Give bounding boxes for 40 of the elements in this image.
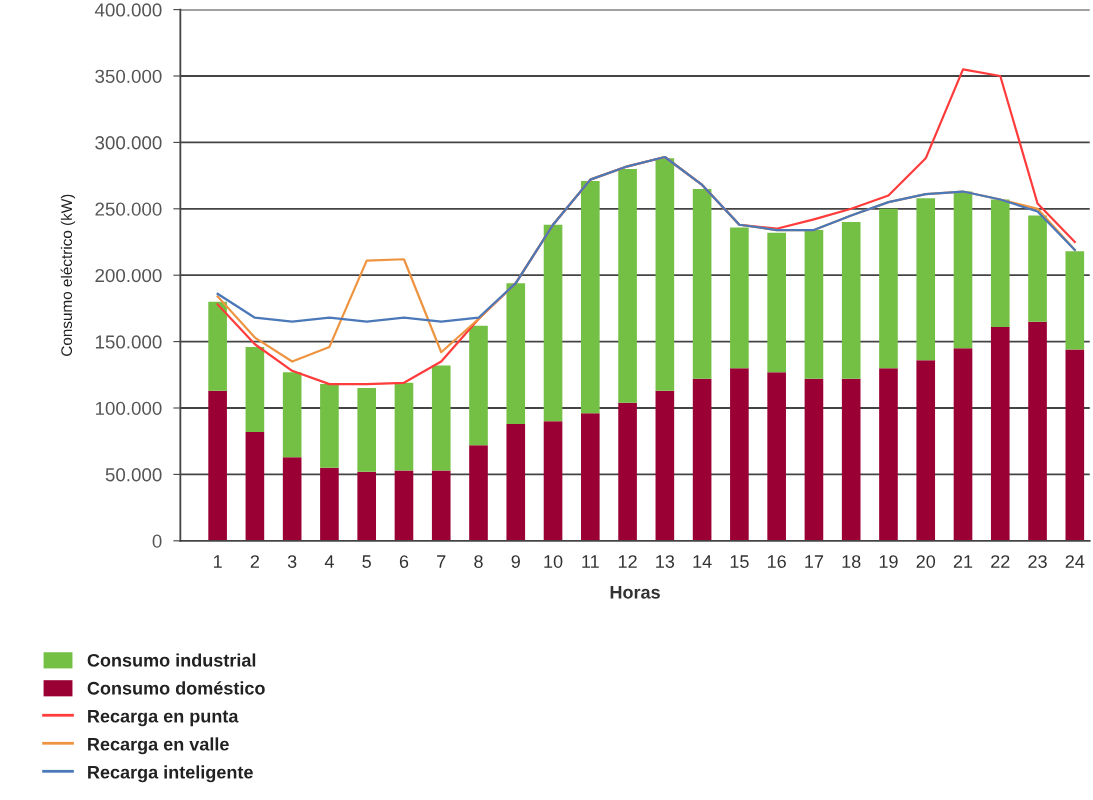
y-tick-label: 100.000 — [95, 401, 162, 415]
x-tick-label: 22 — [991, 555, 1010, 568]
x-tick-label: 13 — [656, 555, 675, 568]
legend-label: Recarga inteligente — [88, 765, 253, 783]
x-tick-label: 21 — [953, 555, 973, 568]
y-tick-label: 200.000 — [95, 268, 162, 283]
y-tick-label: 150.000 — [95, 335, 162, 349]
x-tick-label: 12 — [618, 555, 637, 568]
x-tick-label: 4 — [324, 555, 334, 568]
x-tick-label: 15 — [730, 555, 749, 568]
y-tick-label: 50.000 — [105, 468, 162, 482]
x-tick-label: 10 — [544, 555, 563, 568]
x-tick-label: 16 — [767, 555, 786, 568]
x-tick-label: 9 — [511, 555, 520, 568]
x-axis-title: Horas — [610, 586, 660, 599]
y-tick-label: 0 — [152, 534, 162, 548]
x-tick-label: 3 — [287, 555, 297, 568]
x-tick-label: 19 — [879, 555, 898, 568]
y-tick-label: 400.000 — [94, 3, 162, 17]
y-tick-label: 350.000 — [95, 69, 162, 83]
x-tick-label: 5 — [362, 555, 371, 568]
x-tick-label: 7 — [437, 555, 446, 568]
x-tick-label: 2 — [250, 555, 259, 568]
x-tick-label: 24 — [1065, 555, 1085, 568]
x-tick-label: 14 — [693, 555, 712, 568]
x-tick-label: 18 — [842, 555, 861, 568]
legend-label: Recarga en punta — [88, 709, 239, 727]
x-tick-label: 11 — [582, 555, 599, 568]
x-tick-label: 8 — [474, 555, 483, 568]
x-tick-label: 23 — [1028, 555, 1047, 568]
y-tick-label: 250.000 — [95, 202, 162, 216]
x-tick-label: 17 — [805, 555, 824, 568]
legend-label: Consumo industrial — [87, 653, 256, 667]
x-tick-label: 1 — [213, 555, 222, 568]
x-tick-label: 20 — [916, 555, 936, 568]
legend-label: Consumo doméstico — [87, 681, 265, 695]
legend-label: Recarga en valle — [88, 737, 229, 755]
x-tick-label: 6 — [399, 555, 409, 568]
y-tick-label: 300.000 — [95, 136, 162, 150]
y-axis-title: Consumo eléctrico (kW) — [60, 194, 76, 356]
